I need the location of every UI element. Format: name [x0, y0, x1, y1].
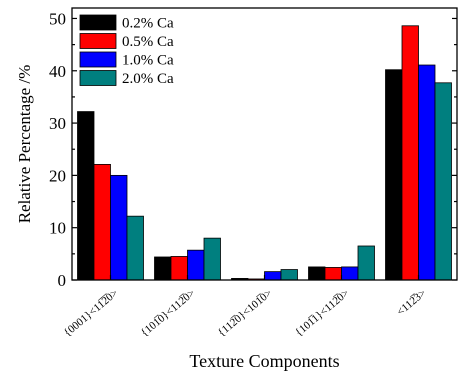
bar-4-0-2-ca: [308, 266, 326, 281]
x-axis-label: Texture Components: [189, 351, 339, 371]
y-tick-label: 20: [49, 166, 66, 185]
x-tick-label: {101̅1}<112̅0>: [293, 287, 351, 339]
legend-label: 2.0% Ca: [122, 71, 174, 87]
legend-label: 0.2% Ca: [122, 16, 174, 32]
legend-label: 1.0% Ca: [122, 53, 174, 69]
bar-1-0-5-ca: [93, 163, 111, 281]
y-tick-label: 30: [49, 114, 66, 133]
bar-2-0-5-ca: [170, 256, 188, 281]
bar-4-2-0-ca: [357, 245, 375, 281]
legend-swatch: [79, 70, 117, 86]
bar-2-1-0-ca: [187, 249, 205, 281]
y-tick-label: 10: [49, 219, 66, 238]
bars-group: [77, 25, 452, 281]
legend-label: 0.5% Ca: [122, 34, 174, 50]
y-tick-label: 50: [49, 9, 66, 28]
bar-1-2-0-ca: [126, 215, 144, 281]
legend-swatch: [79, 14, 117, 31]
bar-2-0-2-ca: [154, 256, 172, 281]
bar-5-2-0-ca: [434, 82, 452, 281]
x-tick-label: <112̅3>: [395, 287, 429, 318]
y-tick-label: 40: [49, 62, 66, 81]
legend: 0.2% Ca 0.5% Ca 1.0% Ca 2.0% Ca: [79, 14, 174, 87]
legend-swatch: [79, 33, 117, 49]
bar-5-1-0-ca: [418, 64, 436, 281]
bar-4-1-0-ca: [341, 266, 359, 281]
x-tick-label: {0001}<11̅2̅0>: [62, 287, 121, 339]
legend-swatch: [79, 51, 117, 68]
bar-2-2-0-ca: [203, 237, 221, 281]
bar-1-1-0-ca: [110, 174, 128, 281]
bar-3-2-0-ca: [280, 269, 298, 281]
x-tick-label: {112̅0}<101̅0>: [216, 287, 275, 339]
y-tick-label: 0: [58, 271, 67, 290]
bar-5-0-2-ca: [385, 69, 403, 281]
bar-1-0-2-ca: [77, 111, 95, 281]
bar-4-0-5-ca: [324, 267, 342, 281]
x-tick-label: {101̅0}<112̅0>: [139, 287, 198, 339]
y-axis-label: Relative Percentage /%: [15, 65, 34, 224]
bar-3-1-0-ca: [264, 271, 282, 281]
bar-5-0-5-ca: [401, 25, 419, 281]
